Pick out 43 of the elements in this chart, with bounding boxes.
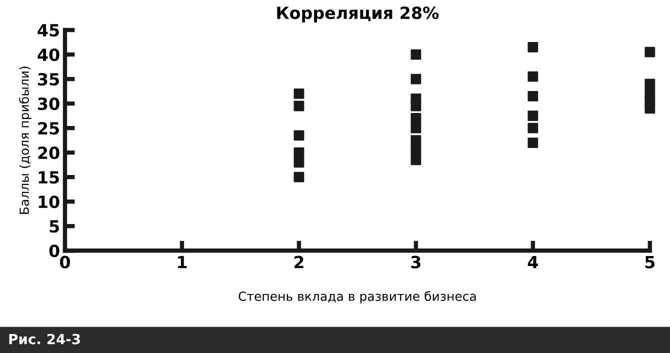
y-tick-label: 35 (38, 72, 59, 86)
point (410, 113, 422, 124)
point (294, 157, 304, 168)
point (294, 88, 304, 99)
point (410, 49, 422, 60)
point (294, 100, 304, 112)
point (528, 71, 538, 82)
point (410, 154, 422, 166)
chart-title: Корреляция 28% (277, 6, 439, 22)
y-axis-title: Баллы (доля прибыли) (19, 66, 32, 214)
y-tick-label: 40 (38, 48, 60, 62)
x-tick-label: 1 (178, 256, 187, 268)
x-tick-label: 0 (60, 256, 70, 268)
y-tick-label: 5 (50, 220, 59, 233)
point (294, 172, 304, 182)
x-axis-title: Степень вклада в развитие бизнеса (238, 291, 476, 304)
x-tick-label: 3 (411, 256, 420, 268)
point (528, 122, 538, 134)
point (410, 74, 422, 84)
y-tick-label: 20 (38, 146, 60, 160)
point (410, 100, 422, 112)
text: Рис. 24-3 (9, 334, 80, 344)
point (294, 130, 304, 141)
y-tick-label: 15 (38, 171, 59, 184)
point (410, 135, 422, 146)
x-tick-label: 2 (294, 256, 304, 268)
point (528, 90, 538, 102)
y-tick-label: 10 (38, 196, 60, 208)
point (410, 122, 422, 134)
y-tick-label: 45 (38, 24, 59, 37)
x-tick-label: 5 (645, 256, 655, 268)
x-tick-label: 4 (528, 256, 538, 268)
y-tick-label: 30 (38, 98, 60, 110)
point (294, 147, 304, 158)
point (410, 144, 422, 156)
point (644, 78, 656, 90)
point (644, 103, 656, 114)
point (528, 110, 538, 121)
point (644, 46, 656, 58)
y-tick-label: 25 (38, 122, 59, 135)
point (528, 138, 538, 148)
point (528, 42, 538, 52)
y-tick-label: 0 (49, 244, 60, 258)
